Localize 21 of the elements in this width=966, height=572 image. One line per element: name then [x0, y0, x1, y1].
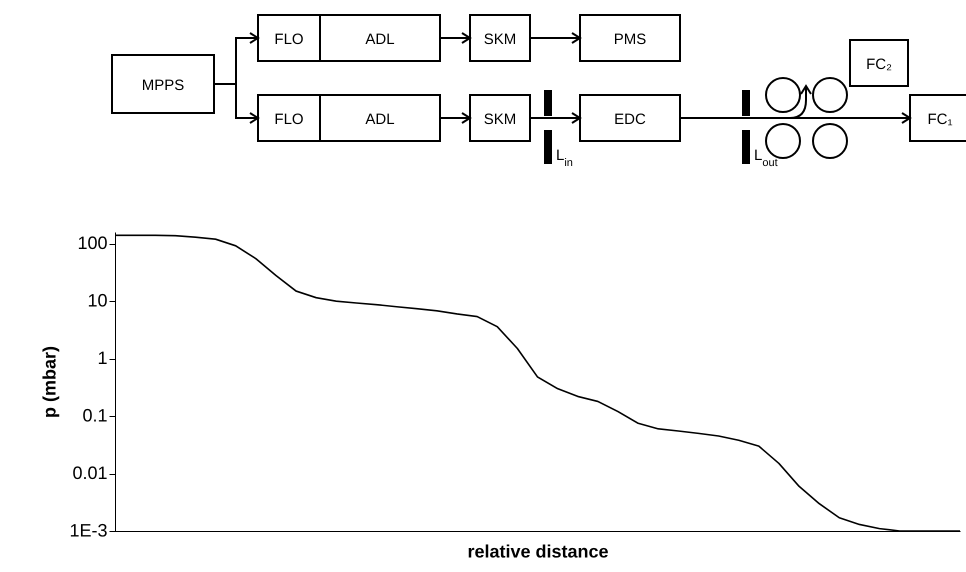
text: EDC	[614, 111, 646, 128]
y-axis-title: p (mbar)	[39, 346, 60, 418]
text: FC₁	[927, 111, 953, 128]
text: FC₂	[866, 56, 892, 73]
y-tick-label: 10	[87, 290, 108, 311]
text: L$_{in}$	[556, 147, 573, 169]
text: ADL	[365, 111, 395, 128]
text: ADL	[365, 31, 395, 48]
text: FLO	[274, 31, 304, 48]
text: FLO	[274, 111, 304, 128]
text: MPPS	[142, 77, 184, 94]
y-tick-label: 1	[97, 348, 108, 368]
y-tick-label: 100	[77, 233, 108, 254]
text: L$_{out}$	[754, 147, 778, 169]
text: SKM	[484, 111, 516, 128]
y-tick-label: 0.1	[82, 406, 108, 426]
text: SKM	[484, 31, 516, 48]
y-tick-label: 0.01	[72, 463, 108, 484]
text: PMS	[614, 31, 646, 48]
y-tick-label: 1E-3	[69, 520, 108, 540]
x-axis-title: relative distance	[467, 542, 609, 562]
